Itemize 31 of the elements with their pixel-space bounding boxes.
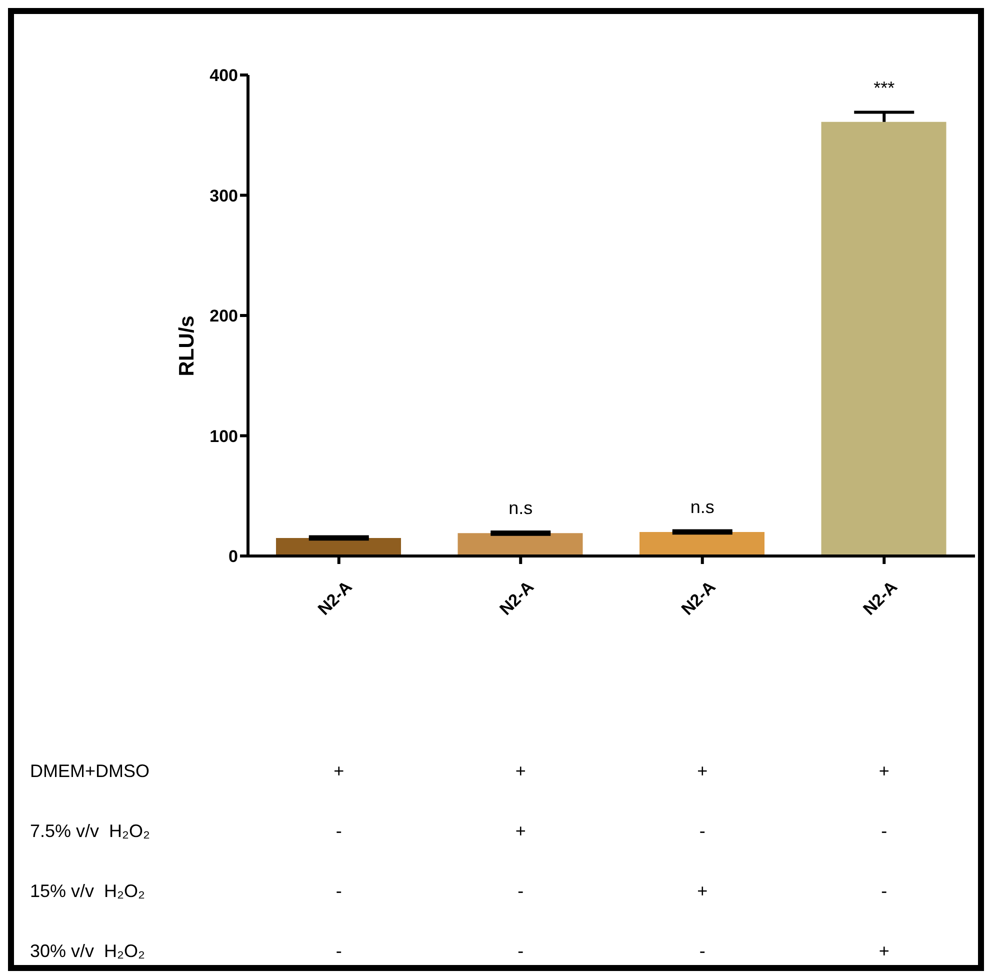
text: - bbox=[334, 821, 343, 842]
text: - bbox=[334, 941, 343, 962]
text: - bbox=[880, 881, 888, 902]
text: + bbox=[696, 761, 709, 782]
text: + bbox=[514, 821, 527, 842]
annotation: n.s bbox=[689, 496, 716, 518]
text: + bbox=[332, 761, 346, 782]
text: + bbox=[878, 761, 890, 782]
text: - bbox=[880, 821, 888, 842]
text: 30% v/v H₂O₂ bbox=[30, 941, 146, 962]
y-tick-label: 100 bbox=[210, 426, 238, 446]
y-tick-label: 0 bbox=[228, 547, 238, 566]
text: - bbox=[698, 821, 706, 842]
y-tick-label: 400 bbox=[210, 66, 238, 86]
text: - bbox=[698, 941, 706, 962]
text: + bbox=[878, 941, 890, 962]
text: - bbox=[516, 941, 525, 962]
text: - bbox=[334, 881, 343, 902]
annotation: n.s bbox=[508, 498, 534, 519]
text: 15% v/v H₂O₂ bbox=[30, 881, 146, 902]
annotation: *** bbox=[872, 78, 896, 100]
bar bbox=[821, 122, 946, 556]
text: + bbox=[514, 761, 527, 782]
y-tick-label: 200 bbox=[210, 306, 238, 326]
text: + bbox=[696, 881, 709, 902]
text: 7.5% v/v H₂O₂ bbox=[30, 821, 150, 842]
bar bbox=[640, 532, 764, 556]
y-axis-title: RLU/s bbox=[175, 316, 198, 376]
text: - bbox=[516, 881, 525, 902]
text: DMEM+DMSO bbox=[30, 761, 150, 782]
y-tick-label: 300 bbox=[210, 186, 238, 206]
